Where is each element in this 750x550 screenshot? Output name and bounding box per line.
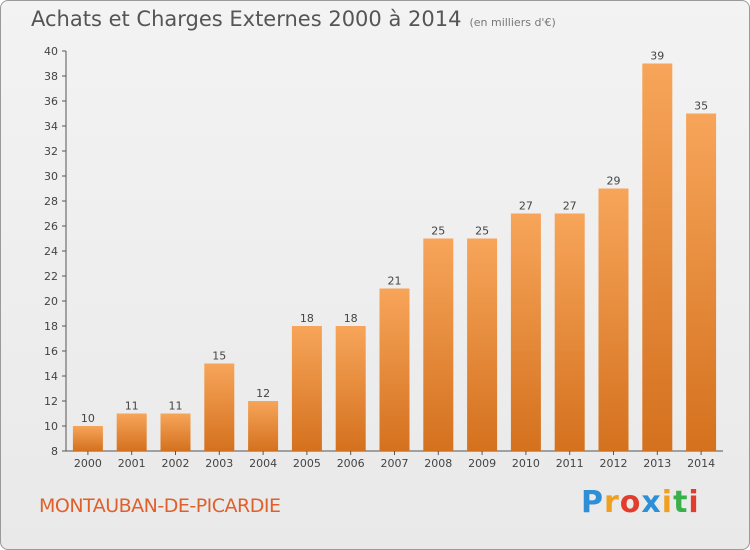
bar-2004 bbox=[248, 401, 279, 451]
data-label-2004: 12 bbox=[256, 387, 270, 400]
y-tick-label: 22 bbox=[44, 270, 58, 283]
data-label-2011: 27 bbox=[563, 200, 577, 213]
y-tick-label: 40 bbox=[44, 45, 58, 58]
data-label-2007: 21 bbox=[388, 275, 402, 288]
logo-letter: i bbox=[661, 485, 674, 520]
y-tick-label: 8 bbox=[51, 445, 58, 458]
data-label-2003: 15 bbox=[212, 350, 226, 363]
x-tick-label-2011: 2011 bbox=[556, 457, 584, 470]
logo-letter: x bbox=[641, 485, 662, 520]
data-label-2014: 35 bbox=[694, 100, 708, 113]
logo-letter: i bbox=[688, 485, 700, 520]
bar-2013 bbox=[642, 63, 673, 451]
x-tick-label-2013: 2013 bbox=[643, 457, 671, 470]
bar-2012 bbox=[598, 188, 629, 451]
bar-2003 bbox=[204, 363, 235, 451]
bar-2008 bbox=[423, 238, 454, 451]
x-tick-label-2012: 2012 bbox=[600, 457, 628, 470]
y-tick-label: 12 bbox=[44, 395, 58, 408]
y-tick-label: 32 bbox=[44, 145, 58, 158]
logo-letter: r bbox=[604, 485, 620, 520]
bar-2009 bbox=[467, 238, 498, 451]
y-tick-label: 28 bbox=[44, 195, 58, 208]
y-tick-label: 36 bbox=[44, 95, 58, 108]
y-tick-label: 20 bbox=[44, 295, 58, 308]
x-tick-label-2002: 2002 bbox=[162, 457, 190, 470]
logo-letter: o bbox=[619, 485, 642, 520]
bar-2000 bbox=[72, 426, 103, 451]
data-label-2013: 39 bbox=[650, 50, 664, 63]
chart-title-text: Achats et Charges Externes 2000 à 2014 bbox=[31, 7, 462, 31]
bar-2002 bbox=[160, 413, 191, 451]
y-tick-label: 38 bbox=[44, 70, 58, 83]
data-label-2000: 10 bbox=[81, 412, 95, 425]
x-tick-label-2009: 2009 bbox=[468, 457, 496, 470]
x-tick-label-2005: 2005 bbox=[293, 457, 321, 470]
x-tick-label-2001: 2001 bbox=[118, 457, 146, 470]
data-label-2009: 25 bbox=[475, 225, 489, 238]
y-tick-label: 30 bbox=[44, 170, 58, 183]
bar-2005 bbox=[291, 326, 322, 451]
bar-2001 bbox=[116, 413, 147, 451]
x-tick-label-2003: 2003 bbox=[205, 457, 233, 470]
x-tick-label-2007: 2007 bbox=[381, 457, 409, 470]
y-tick-label: 18 bbox=[44, 320, 58, 333]
x-tick-label-2006: 2006 bbox=[337, 457, 365, 470]
proxiti-logo: Proxiti bbox=[581, 485, 700, 520]
y-tick-label: 26 bbox=[44, 220, 58, 233]
x-tick-label-2010: 2010 bbox=[512, 457, 540, 470]
chart-subtitle: (en milliers d'€) bbox=[469, 16, 556, 29]
y-tick-label: 34 bbox=[44, 120, 58, 133]
data-label-2008: 25 bbox=[431, 225, 445, 238]
bar-2006 bbox=[335, 326, 366, 451]
town-name: MONTAUBAN-DE-PICARDIE bbox=[39, 495, 281, 517]
x-tick-label-2008: 2008 bbox=[424, 457, 452, 470]
x-tick-label-2000: 2000 bbox=[74, 457, 102, 470]
bar-2007 bbox=[379, 288, 410, 451]
x-tick-label-2014: 2014 bbox=[687, 457, 715, 470]
bar-2011 bbox=[554, 213, 585, 451]
bar-2010 bbox=[510, 213, 541, 451]
y-tick-label: 24 bbox=[44, 245, 58, 258]
bar-2014 bbox=[686, 113, 717, 451]
chart-title: Achats et Charges Externes 2000 à 2014 (e… bbox=[31, 7, 556, 31]
logo-letter: t bbox=[673, 485, 689, 520]
data-label-2002: 11 bbox=[169, 400, 183, 413]
data-label-2012: 29 bbox=[607, 175, 621, 188]
y-tick-label: 14 bbox=[44, 370, 58, 383]
y-tick-label: 16 bbox=[44, 345, 58, 358]
data-label-2006: 18 bbox=[344, 312, 358, 325]
logo-letter: P bbox=[581, 485, 604, 520]
data-label-2010: 27 bbox=[519, 200, 533, 213]
y-tick-label: 10 bbox=[44, 420, 58, 433]
x-tick-label-2004: 2004 bbox=[249, 457, 277, 470]
data-label-2001: 11 bbox=[125, 400, 139, 413]
data-label-2005: 18 bbox=[300, 312, 314, 325]
